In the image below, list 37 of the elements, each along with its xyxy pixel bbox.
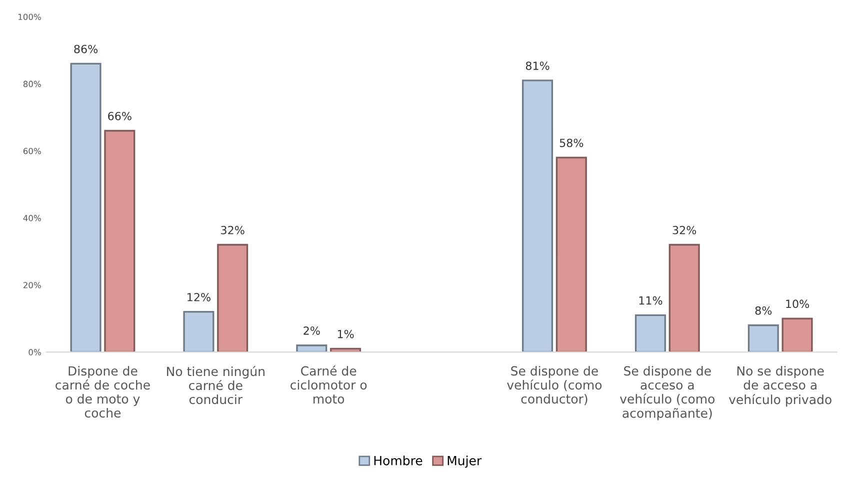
data-label: 10% [786, 300, 810, 308]
data-label: 2% [304, 326, 320, 335]
y-tick-label: 60% [23, 148, 41, 154]
data-label: 32% [221, 226, 244, 234]
bar [634, 314, 666, 352]
data-label: 32% [672, 226, 696, 234]
data-label: 58% [560, 138, 584, 148]
legend-label: Hombre [374, 456, 422, 466]
y-tick-label: 80% [23, 80, 41, 88]
bar [296, 344, 328, 352]
data-label: 12% [188, 292, 210, 302]
y-tick-label: 100% [18, 14, 41, 20]
x-tick-label: No se dispone de acceso a vehículo privado [728, 366, 832, 407]
bar [668, 244, 700, 352]
y-tick-label: 20% [23, 282, 41, 288]
data-label: 86% [74, 44, 98, 54]
x-tick-label: Dispone de carné de coche o de moto y coche [56, 366, 150, 418]
x-tick-label: Carné de ciclomotor o moto [290, 365, 367, 404]
y-tick-label: 40% [23, 214, 41, 222]
legend-label: Mujer [448, 456, 482, 468]
bar [217, 244, 248, 352]
bar [70, 62, 102, 352]
data-label: 66% [108, 112, 132, 120]
bar [748, 324, 779, 352]
bar [556, 156, 587, 352]
data-label: 11% [639, 296, 662, 305]
data-label: 81% [526, 62, 550, 70]
bar [782, 318, 813, 352]
bar [183, 310, 214, 352]
data-label: 8% [755, 306, 772, 315]
x-tick-label: No tiene ningún carné de conducir [167, 366, 264, 404]
bar [104, 130, 136, 352]
bar [522, 80, 554, 352]
x-tick-label: Se dispone de vehículo (como conductor) [507, 366, 602, 406]
y-tick-label: 0% [28, 349, 41, 356]
x-tick-label: Se dispone de acceso a vehículo (como acompañante) [620, 366, 715, 420]
data-label: 1% [338, 330, 354, 338]
